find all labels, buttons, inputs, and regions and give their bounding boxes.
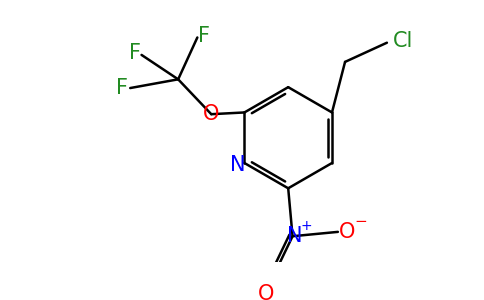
Text: F: F bbox=[198, 26, 211, 46]
Text: O: O bbox=[258, 284, 274, 300]
Text: N: N bbox=[287, 226, 302, 246]
Text: F: F bbox=[116, 78, 127, 98]
Text: N: N bbox=[230, 155, 245, 175]
Text: O: O bbox=[338, 222, 355, 242]
Text: −: − bbox=[354, 214, 367, 229]
Text: +: + bbox=[301, 219, 312, 233]
Text: F: F bbox=[129, 43, 140, 63]
Text: O: O bbox=[203, 104, 219, 124]
Text: Cl: Cl bbox=[393, 31, 413, 51]
